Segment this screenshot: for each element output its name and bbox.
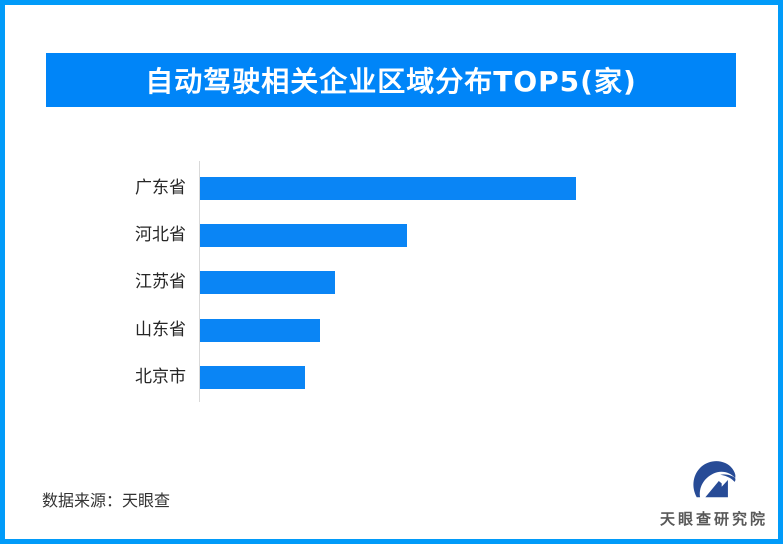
bar <box>200 224 407 247</box>
tianyancha-eye-logo-icon <box>693 461 736 498</box>
category-label: 山东省 <box>135 320 186 340</box>
bar <box>200 271 335 294</box>
bar <box>200 366 305 389</box>
chart-title-banner: 自动驾驶相关企业区域分布TOP5(家) <box>46 53 736 107</box>
brand-block: 天眼查研究院 <box>648 456 780 529</box>
bar <box>200 177 576 200</box>
brand-name: 天眼查研究院 <box>659 510 768 528</box>
chart-title: 自动驾驶相关企业区域分布TOP5(家) <box>145 65 637 98</box>
category-label: 广东省 <box>135 178 186 198</box>
bar <box>200 319 320 342</box>
category-label: 北京市 <box>135 367 186 387</box>
category-label: 江苏省 <box>135 272 186 292</box>
category-label: 河北省 <box>135 225 186 245</box>
y-axis-line <box>199 161 200 402</box>
data-source-note: 数据来源：天眼查 <box>42 491 171 510</box>
